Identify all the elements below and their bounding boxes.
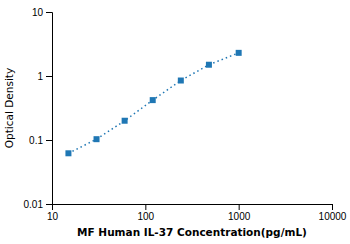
y-tick-label: 10 <box>32 7 44 18</box>
y-tick: 0.1 <box>29 135 52 146</box>
x-tick-label: 100 <box>137 211 154 222</box>
y-tick-mark <box>46 204 52 205</box>
y-tick-mark <box>46 76 52 77</box>
x-axis-title: MF Human IL-37 Concentration(pg/mL) <box>77 226 307 238</box>
data-point <box>94 136 100 142</box>
y-tick: 10 <box>32 7 52 18</box>
y-tick-label: 1 <box>37 71 43 82</box>
y-axis-title: Optical Density <box>3 68 15 148</box>
y-axis: 0.01 0.1 1 10 <box>24 7 53 210</box>
data-point <box>122 118 128 124</box>
x-tick: 10000 <box>319 204 347 222</box>
x-tick-mark <box>332 204 333 210</box>
data-point <box>178 78 184 84</box>
data-line <box>68 53 238 153</box>
plot-area: 10 100 1000 10000 0.01 0.1 1 10 <box>24 7 347 222</box>
x-tick-label: 1000 <box>228 211 251 222</box>
x-tick-label: 10 <box>47 211 59 222</box>
y-tick-mark <box>46 12 52 13</box>
chart-svg: 10 100 1000 10000 0.01 0.1 1 10 MF Human IL-37 C… <box>0 0 350 244</box>
y-tick: 0.01 <box>24 199 52 210</box>
y-tick-label: 0.01 <box>24 199 44 210</box>
data-point <box>206 62 212 68</box>
x-axis: 10 100 1000 10000 <box>47 204 347 222</box>
data-marks <box>65 50 241 156</box>
y-axis-line <box>46 13 53 205</box>
y-tick-mark <box>46 140 52 141</box>
data-point <box>150 97 156 103</box>
y-tick: 1 <box>37 71 52 82</box>
x-tick-label: 10000 <box>319 211 347 222</box>
data-point <box>236 50 242 56</box>
x-axis-line <box>53 205 333 211</box>
chart-container: 10 100 1000 10000 0.01 0.1 1 10 MF Human IL-37 C… <box>0 0 350 244</box>
x-tick: 100 <box>137 204 154 222</box>
x-tick: 10 <box>47 204 59 222</box>
x-tick-mark <box>145 204 146 210</box>
y-tick-label: 0.1 <box>29 135 43 146</box>
x-tick-mark <box>239 204 240 210</box>
data-point <box>65 150 71 156</box>
x-tick: 1000 <box>228 204 251 222</box>
